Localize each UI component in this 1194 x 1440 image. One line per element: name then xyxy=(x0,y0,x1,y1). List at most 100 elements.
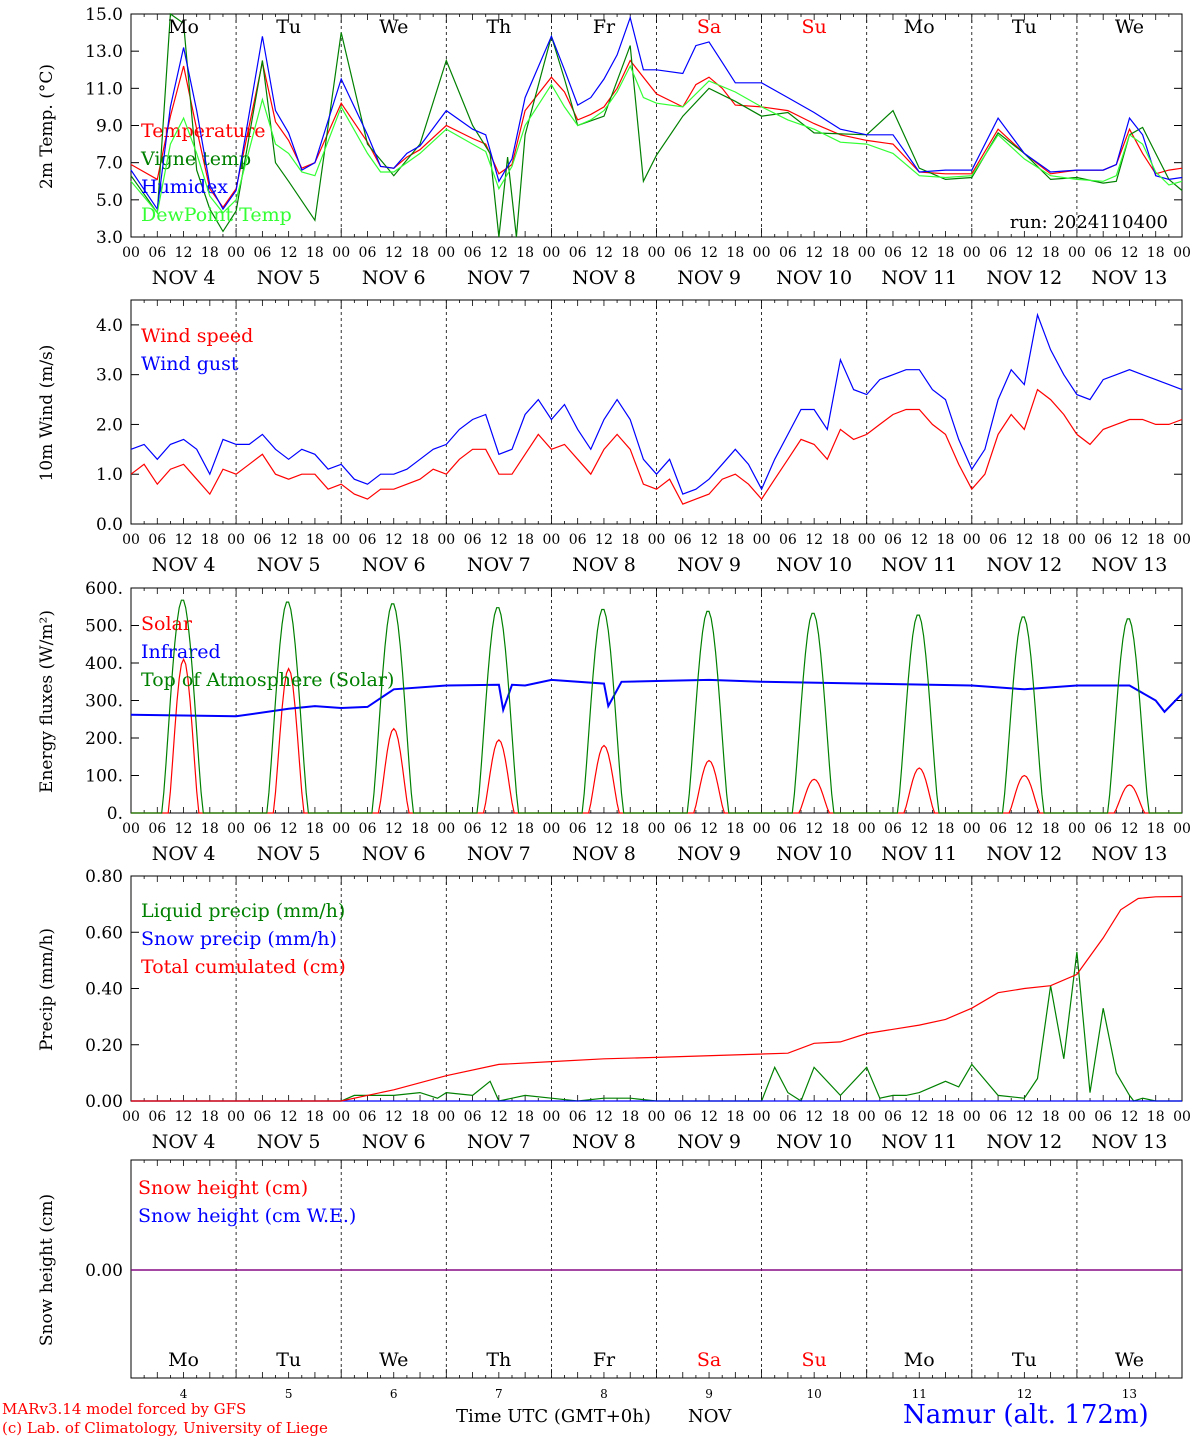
hour-label: 18 xyxy=(1042,1109,1060,1125)
hour-label: 00 xyxy=(122,821,140,837)
y-tick-label: 100. xyxy=(85,767,123,787)
day-number: 12 xyxy=(1017,1387,1032,1401)
hour-label: 06 xyxy=(989,245,1007,261)
date-label: NOV 10 xyxy=(776,267,852,289)
y-axis-label: 10m Wind (m/s) xyxy=(37,345,57,482)
series-dewpoint-temp xyxy=(130,64,1183,215)
date-label: NOV 13 xyxy=(1092,267,1168,289)
hour-label: 06 xyxy=(464,1109,482,1125)
day-number: 9 xyxy=(705,1387,713,1401)
y-axis-label: Snow height (cm) xyxy=(37,1194,57,1346)
panel-2: 0.0 1.0 2.0 3.0 4.0 10m Wind (m/s) Wind speed W… xyxy=(37,299,1191,576)
day-number: 5 xyxy=(285,1387,293,1401)
hour-label: 12 xyxy=(805,532,823,548)
date-label: NOV 11 xyxy=(881,554,957,576)
day-name-bottom: Tu xyxy=(1012,1349,1037,1371)
hour-label: 12 xyxy=(385,245,403,261)
day-name-bottom: Sa xyxy=(697,1349,721,1371)
hour-label: 06 xyxy=(464,245,482,261)
model-credit: MARv3.14 model forced by GFS xyxy=(2,1400,247,1418)
hour-label: 18 xyxy=(832,1109,850,1125)
hour-label: 18 xyxy=(832,821,850,837)
hour-label: 12 xyxy=(175,245,193,261)
hour-label: 18 xyxy=(201,821,219,837)
hour-label: 18 xyxy=(516,532,534,548)
hour-label: 12 xyxy=(1015,821,1033,837)
hour-label: 12 xyxy=(805,1109,823,1125)
series-wind-gust xyxy=(130,312,1183,495)
series-vigne-temp xyxy=(130,12,1183,238)
day-name-top: Fr xyxy=(593,16,616,38)
date-label: NOV 10 xyxy=(776,554,852,576)
panel-4: 0.00 0.20 0.40 0.60 0.80 Precip (mm/h) Liquid … xyxy=(37,867,1191,1153)
hour-label: 00 xyxy=(1068,532,1086,548)
day-name-top: We xyxy=(1115,16,1144,38)
hour-label: 12 xyxy=(1121,245,1139,261)
y-tick-label: 400. xyxy=(85,654,123,674)
date-label: NOV 8 xyxy=(572,267,636,289)
hour-label: 18 xyxy=(937,532,955,548)
day-number: 6 xyxy=(390,1387,398,1401)
hour-label: 18 xyxy=(1042,821,1060,837)
legend-entry: Snow height (cm) xyxy=(138,1177,308,1199)
y-axis-label: Precip (mm/h) xyxy=(37,928,57,1051)
hour-label: 12 xyxy=(385,821,403,837)
y-tick-label: 500. xyxy=(85,617,123,637)
hour-label: 12 xyxy=(280,821,298,837)
hour-label: 00 xyxy=(1173,245,1191,261)
hour-label: 18 xyxy=(726,245,744,261)
hour-label: 00 xyxy=(858,1109,876,1125)
hour-label: 00 xyxy=(648,821,666,837)
hour-label: 00 xyxy=(648,245,666,261)
y-tick-label: 15.0 xyxy=(85,5,123,25)
hour-label: 12 xyxy=(1121,532,1139,548)
hour-label: 12 xyxy=(910,821,928,837)
date-label: NOV 6 xyxy=(362,554,426,576)
legend-entry: Solar xyxy=(141,613,193,635)
day-name-top: Mo xyxy=(904,16,935,38)
y-tick-label: 200. xyxy=(85,729,123,749)
date-label: NOV 10 xyxy=(776,1131,852,1153)
hour-label: 00 xyxy=(1068,245,1086,261)
hour-label: 00 xyxy=(963,821,981,837)
hour-label: 06 xyxy=(359,532,377,548)
hour-label: 18 xyxy=(832,532,850,548)
hour-label: 12 xyxy=(700,532,718,548)
date-label: NOV 12 xyxy=(986,1131,1062,1153)
date-label: NOV 4 xyxy=(152,843,216,865)
series-liquid-precip-mm-h xyxy=(131,951,1182,1102)
hour-label: 06 xyxy=(779,821,797,837)
y-axis-label: Energy fluxes (W/m²) xyxy=(37,610,57,793)
y-tick-label: 0.20 xyxy=(85,1036,123,1056)
day-number: 13 xyxy=(1122,1387,1137,1401)
date-label: NOV 9 xyxy=(677,267,741,289)
hour-label: 06 xyxy=(359,1109,377,1125)
hour-label: 18 xyxy=(411,532,429,548)
hour-label: 12 xyxy=(910,1109,928,1125)
hour-label: 12 xyxy=(280,245,298,261)
hour-label: 06 xyxy=(569,1109,587,1125)
legend-entry: Vigne temp xyxy=(140,148,251,170)
y-tick-label: 0.40 xyxy=(85,980,123,1000)
date-label: NOV 9 xyxy=(677,554,741,576)
hour-label: 12 xyxy=(595,821,613,837)
hour-label: 06 xyxy=(884,1109,902,1125)
y-tick-label: 0. xyxy=(107,804,123,824)
y-tick-label: 0.60 xyxy=(85,923,123,943)
hour-label: 00 xyxy=(963,1109,981,1125)
plot-frame xyxy=(130,587,1183,814)
hour-label: 06 xyxy=(148,821,166,837)
hour-label: 18 xyxy=(201,532,219,548)
date-label: NOV 4 xyxy=(152,267,216,289)
hour-label: 00 xyxy=(122,1109,140,1125)
hour-label: 00 xyxy=(648,532,666,548)
day-name-top: Tu xyxy=(276,16,301,38)
y-tick-label: 300. xyxy=(85,692,123,712)
hour-label: 06 xyxy=(989,821,1007,837)
hour-label: 00 xyxy=(227,245,245,261)
run-annotation: run: 2024110400 xyxy=(1010,212,1168,233)
day-number: 4 xyxy=(180,1387,188,1401)
hour-label: 06 xyxy=(1094,821,1112,837)
hour-label: 00 xyxy=(1173,532,1191,548)
hour-label: 12 xyxy=(280,532,298,548)
